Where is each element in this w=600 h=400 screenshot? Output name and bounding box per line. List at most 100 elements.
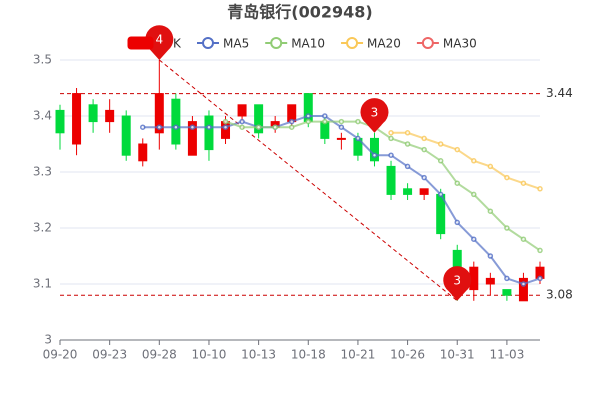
ma-point: [288, 124, 295, 130]
x-tick-label: 10-26: [390, 348, 425, 362]
y-tick-label: 3: [44, 333, 52, 347]
ma-point: [189, 124, 196, 130]
ma-point: [437, 141, 444, 147]
candle-body: [485, 277, 495, 285]
ma-point: [520, 236, 527, 242]
chart-title: 青岛银行(002948): [227, 3, 372, 22]
legend-label: MA10: [291, 37, 325, 51]
mark-pin: [443, 266, 472, 301]
ma-point: [388, 130, 394, 136]
reference-label: 3.08: [546, 288, 573, 302]
ma-point: [454, 180, 460, 186]
ma-point: [537, 247, 543, 254]
candle-body: [237, 104, 247, 117]
mark-label: 4: [155, 33, 163, 47]
ma-point: [371, 152, 378, 158]
trend-line: [158, 59, 458, 302]
legend-label: K: [173, 37, 182, 51]
ma-point: [288, 118, 295, 125]
candle-body: [386, 165, 396, 195]
x-tick-label: 11-03: [489, 348, 524, 362]
x-tick-label: 10-21: [340, 348, 375, 362]
candle-body: [88, 104, 98, 123]
ma-point: [404, 141, 411, 147]
ma-point: [140, 124, 146, 130]
ma-point: [272, 124, 278, 130]
ma-point: [338, 124, 345, 130]
legend-label: MA30: [443, 37, 477, 51]
x-tick-label: 10-10: [192, 348, 227, 362]
ma-point: [487, 208, 494, 214]
x-tick-label: 10-13: [241, 348, 276, 362]
ma-point: [388, 152, 394, 158]
candle-body: [403, 188, 413, 195]
ma-point: [305, 118, 312, 125]
ma-point: [454, 146, 460, 153]
ma-point: [421, 146, 427, 153]
legend-marker: [346, 37, 359, 49]
x-tick-label: 10-18: [291, 348, 326, 362]
candle-body: [254, 104, 264, 134]
y-tick-label: 3.3: [33, 165, 52, 179]
candle-body: [105, 109, 115, 123]
ma-point: [322, 113, 328, 119]
ma-point: [471, 236, 477, 242]
candle-body: [518, 277, 528, 302]
candle-body: [138, 143, 148, 162]
candle-body: [187, 121, 197, 156]
mark-pin: [145, 25, 174, 60]
ma-point: [421, 135, 427, 142]
ma-point: [222, 118, 229, 125]
ma-point: [404, 130, 411, 136]
ma-point: [355, 118, 361, 125]
mark-label: 3: [371, 105, 379, 119]
candle-body: [72, 93, 82, 145]
ma-point: [454, 219, 460, 226]
legend-swatch: [127, 36, 154, 50]
ma-point: [388, 135, 394, 142]
legend-marker: [270, 37, 283, 49]
ma-line: [225, 120, 541, 252]
ma-point: [239, 124, 245, 130]
candle-body: [204, 115, 214, 151]
candle-body: [419, 188, 429, 195]
ma-point: [471, 158, 477, 164]
ma-point: [537, 275, 543, 282]
x-tick-label: 09-20: [43, 348, 78, 362]
x-tick-label: 09-28: [142, 348, 177, 362]
reference-label: 3.44: [546, 86, 573, 100]
ma-line: [391, 131, 541, 190]
ma-point: [487, 253, 494, 259]
y-tick-label: 3.1: [33, 277, 52, 291]
candle-body: [452, 249, 462, 268]
legend-label: MA20: [367, 37, 401, 51]
ma-point: [504, 275, 510, 282]
ma-point: [206, 124, 212, 130]
ma-point: [338, 118, 345, 125]
ma-point: [537, 186, 543, 192]
mark-label: 3: [453, 273, 461, 287]
ma-point: [504, 225, 510, 231]
ma-point: [322, 118, 328, 125]
ma-point: [471, 191, 477, 198]
ma-point: [305, 113, 312, 119]
candle-body: [369, 137, 379, 162]
ma-point: [404, 163, 411, 170]
x-tick-label: 09-23: [92, 348, 127, 362]
ma-point: [355, 135, 361, 142]
candle-body: [121, 115, 131, 156]
candle-body: [171, 98, 181, 145]
ma-point: [520, 281, 527, 287]
mark-pin: [360, 98, 389, 133]
candle-body: [502, 289, 512, 296]
ma-point: [222, 124, 229, 130]
ma-point: [504, 174, 510, 181]
ma-point: [487, 163, 494, 170]
x-tick-label: 10-31: [440, 348, 475, 362]
candle-body: [336, 137, 346, 140]
y-tick-label: 3.4: [33, 109, 52, 123]
ma-point: [173, 124, 179, 130]
ma-point: [437, 158, 444, 164]
legend-marker: [421, 37, 434, 49]
